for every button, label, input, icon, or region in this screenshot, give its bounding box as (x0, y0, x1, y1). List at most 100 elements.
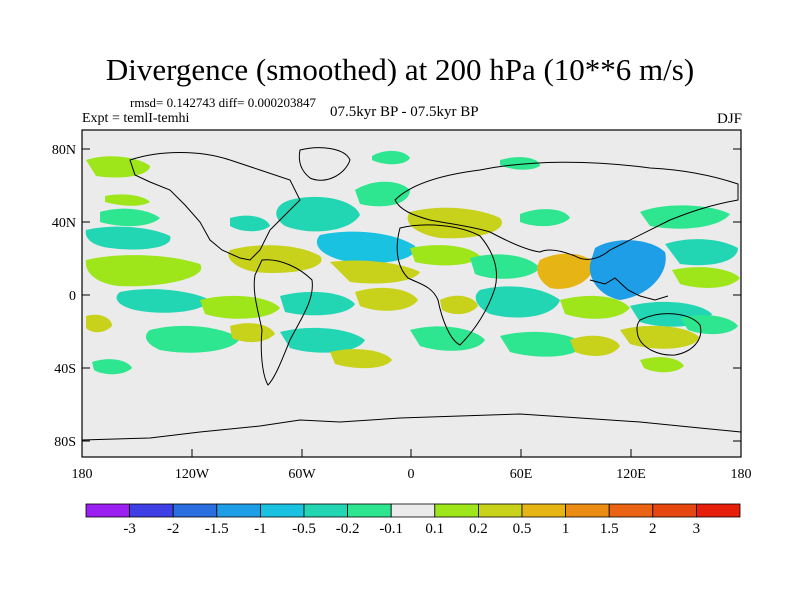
contour-patch (440, 295, 478, 315)
contour-patch (355, 181, 410, 207)
contour-patch (280, 327, 365, 353)
contour-patch (470, 254, 540, 279)
colorbar-swatch (696, 503, 741, 518)
contour-patch (105, 194, 150, 206)
contour-patch (372, 150, 410, 165)
colorbar-swatch (565, 503, 610, 518)
x-tick-labels: 180 120W 60W 0 60E 120E 180 (72, 467, 752, 482)
contour-patch (475, 286, 560, 318)
colorbar-label: 3 (693, 521, 701, 537)
contour-patch (672, 267, 740, 288)
contour-patch (570, 335, 620, 356)
coastline-north-america (129, 152, 301, 261)
colorbar-swatch (303, 503, 348, 518)
colorbar-label: 1.5 (600, 521, 619, 537)
contour-patch (560, 295, 630, 319)
colorbar-swatch (390, 503, 436, 518)
coastline-eurasia (394, 161, 739, 260)
colorbar-swatch (434, 503, 479, 518)
x-tick-label: 120W (175, 467, 210, 482)
colorbar-swatch (85, 503, 130, 518)
colorbar-label: -0.1 (379, 521, 403, 537)
contour-patch (410, 245, 480, 266)
coastline-africa (396, 224, 497, 346)
colorbar-label: 1 (562, 521, 570, 537)
colorbar-swatch (652, 503, 697, 518)
contour-patch (500, 331, 585, 357)
figure-title: Divergence (smoothed) at 200 hPa (10**6 … (105, 52, 695, 87)
contour-patch (589, 240, 666, 300)
coastline-antarctica (82, 413, 741, 441)
contour-patch (280, 291, 355, 316)
x-tick-label: 180 (731, 467, 752, 482)
colorbar-label: -2 (167, 521, 180, 537)
colorbar-swatch (172, 503, 218, 518)
colorbar-swatch (347, 503, 392, 518)
y-tick-label: 40N (52, 216, 76, 231)
contour-patch (500, 157, 540, 170)
colorbar-swatch (608, 503, 654, 518)
coastline-islands (589, 277, 669, 301)
colorbar-label: -1 (254, 521, 267, 537)
y-ticks (82, 148, 741, 442)
divergence-field (85, 150, 740, 375)
contour-patch (100, 208, 160, 227)
colorbar-label: -3 (123, 521, 136, 537)
colorbar (85, 503, 741, 518)
coastline-south-america (253, 259, 313, 386)
contour-patch (537, 253, 595, 289)
colorbar-swatch (259, 503, 305, 518)
stats-text: rmsd= 0.142743 diff= 0.000203847 (130, 95, 316, 110)
contour-patch (85, 226, 171, 250)
contour-patch (330, 260, 420, 284)
contour-patch (116, 289, 210, 313)
x-tick-label: 0 (408, 467, 415, 482)
coastlines (82, 147, 741, 441)
coastline-greenland (298, 147, 351, 181)
contour-patch (640, 357, 684, 373)
contour-patch (330, 349, 392, 369)
colorbar-label: 2 (649, 521, 657, 537)
contour-patch (640, 205, 730, 229)
y-tick-label: 80S (54, 435, 76, 450)
contour-patch (316, 231, 416, 264)
colorbar-label: 0.5 (513, 521, 532, 537)
season-label: DJF (716, 111, 742, 127)
colorbar-swatch (216, 503, 261, 518)
colorbar-label: -1.5 (205, 521, 229, 537)
colorbar-labels: -3 -2 -1.5 -1 -0.5 -0.2 -0.1 0.1 0.2 0.5 1 1.5 2 3 (123, 521, 700, 537)
period-label: 07.5kyr BP - 07.5kyr BP (330, 104, 479, 120)
colorbar-label: 0.1 (425, 521, 444, 537)
y-tick-label: 0 (69, 289, 76, 304)
colorbar-label: -0.2 (336, 521, 360, 537)
x-tick-label: 60W (288, 467, 316, 482)
experiment-label: Expt = temlI-temhi (82, 111, 190, 126)
y-tick-label: 80N (52, 143, 76, 158)
contour-patch (665, 239, 738, 266)
contour-patch (228, 245, 322, 274)
contour-patch (200, 295, 280, 319)
contour-patch (407, 207, 502, 239)
contour-patch (145, 325, 240, 353)
contour-patch (355, 287, 418, 311)
contour-patch (230, 215, 270, 232)
contour-patch (86, 314, 112, 333)
coastline-australia (636, 313, 702, 356)
contour-patch (520, 209, 570, 227)
x-tick-label: 180 (72, 467, 93, 482)
colorbar-label: 0.2 (469, 521, 488, 537)
contour-patch (276, 196, 360, 232)
x-tick-label: 120E (616, 467, 646, 482)
colorbar-label: -0.5 (292, 521, 316, 537)
contour-patch (620, 325, 700, 349)
y-tick-label: 40S (54, 362, 76, 377)
colorbar-swatch (477, 503, 523, 518)
colorbar-swatch (129, 503, 174, 518)
x-ticks (81, 449, 742, 457)
x-tick-label: 60E (510, 467, 533, 482)
contour-patch (92, 359, 132, 375)
contour-patch (85, 255, 202, 287)
contour-patch (410, 326, 485, 351)
contour-patch (230, 323, 275, 343)
